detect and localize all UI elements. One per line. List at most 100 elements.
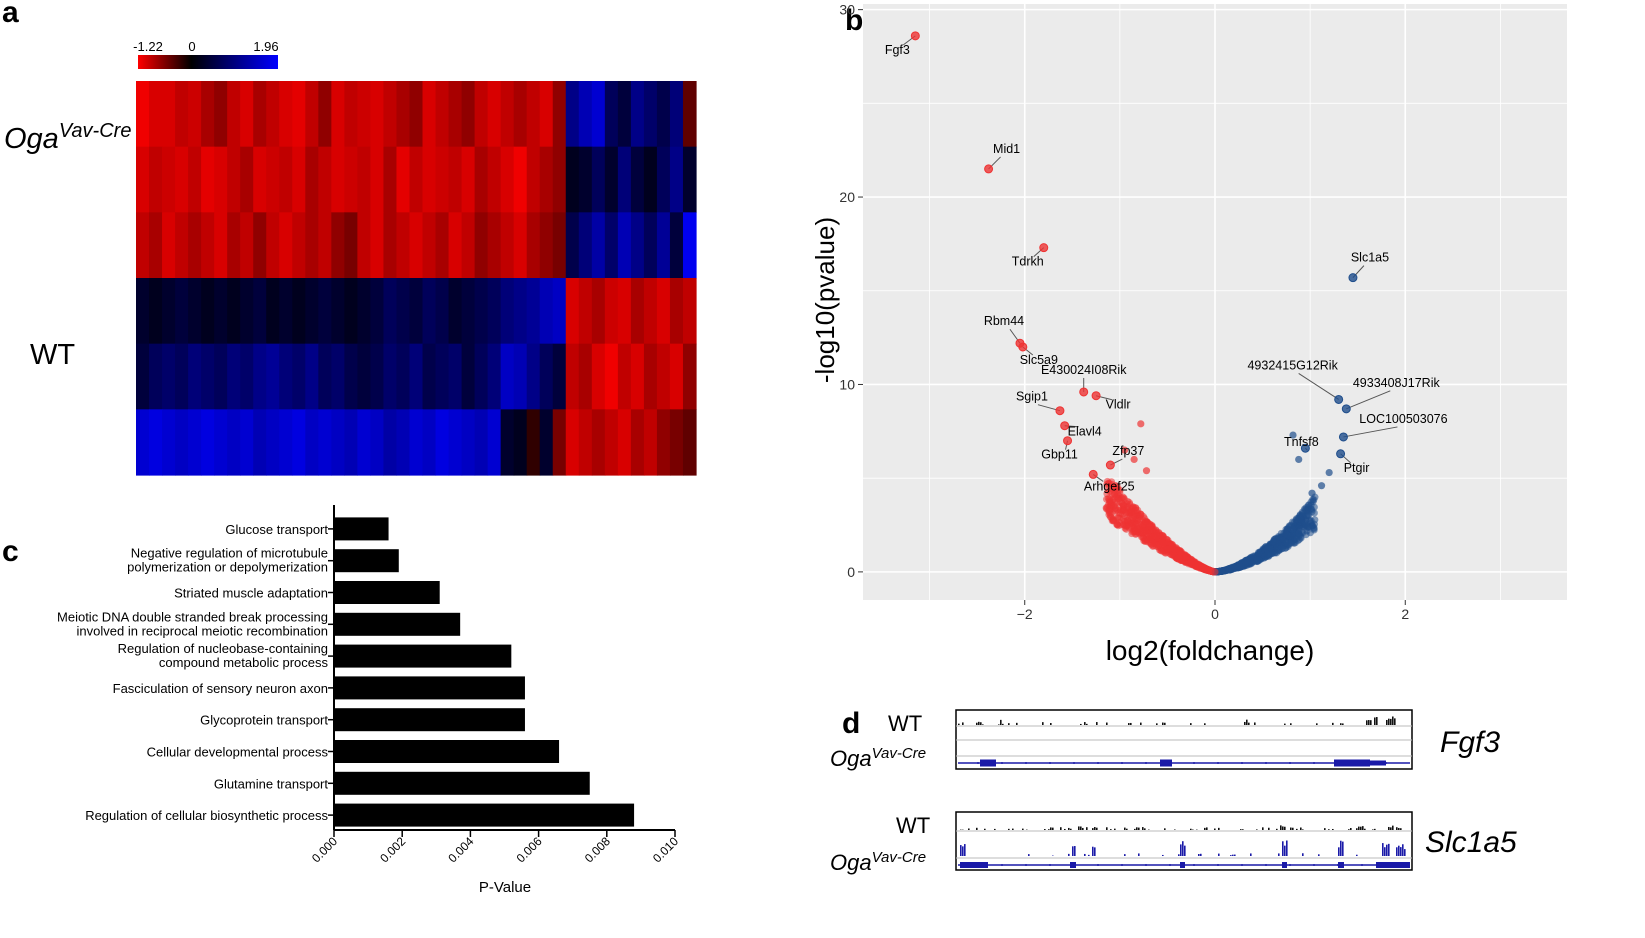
- heatmap-cell: [357, 278, 372, 345]
- volcano-point: [1289, 525, 1297, 533]
- volcano-point: [1297, 512, 1306, 520]
- coverage-bar: [1250, 853, 1252, 856]
- heatmap-cell: [682, 278, 697, 345]
- heatmap-cell: [409, 146, 424, 213]
- heatmap-cell: [435, 212, 450, 279]
- coverage-bar: [1016, 722, 1018, 725]
- coverage-bar: [1342, 841, 1344, 856]
- heatmap-cell: [162, 212, 176, 279]
- heatmap: -1.22 0 1.96 OgaVav-Cre WT: [4, 39, 697, 476]
- coverage-bar: [1140, 722, 1142, 725]
- volcano-point-label: Gbp11: [1041, 448, 1078, 462]
- coverage-bar: [1124, 854, 1126, 856]
- gene-strand-marker: [1073, 762, 1075, 764]
- heatmap-cell: [331, 278, 345, 345]
- heatmap-cell: [162, 409, 176, 476]
- heatmap-cell: [487, 212, 502, 279]
- volcano-labeled-point: [1018, 342, 1028, 352]
- heatmap-cell: [630, 409, 645, 476]
- volcano-point-label: Mid1: [993, 142, 1020, 156]
- coverage-bar: [994, 828, 996, 830]
- heatmap-cell: [578, 146, 593, 213]
- volcano-labeled-point: [1338, 432, 1348, 442]
- coverage-bar: [1316, 723, 1318, 725]
- heatmap-cell: [370, 146, 385, 213]
- gene-strand-marker: [1313, 864, 1315, 866]
- volcano-point: [1247, 554, 1255, 562]
- gene-exon: [1180, 862, 1185, 868]
- coverage-bar: [1370, 720, 1372, 725]
- heatmap-cell: [279, 81, 293, 148]
- heatmap-cell: [227, 146, 241, 213]
- gene-strand-marker: [1169, 864, 1171, 866]
- heatmap-cell: [656, 212, 671, 279]
- bar-x-tick-label: 0.000: [309, 834, 340, 865]
- heatmap-cell: [149, 146, 163, 213]
- heatmap-cell: [578, 81, 593, 148]
- coverage-bar: [1138, 827, 1140, 830]
- volcano-point: [1121, 446, 1129, 454]
- heatmap-cell: [331, 81, 345, 148]
- coverage-bar: [1086, 827, 1088, 830]
- volcano-point: [1152, 527, 1160, 535]
- heatmap-cell: [552, 81, 567, 148]
- heatmap-cell: [617, 212, 632, 279]
- coverage-bar: [1232, 854, 1234, 856]
- heatmap-cell: [305, 343, 319, 410]
- volcano-point: [1289, 431, 1297, 439]
- coverage-bar: [1092, 828, 1094, 830]
- coverage-bar: [1262, 827, 1264, 830]
- coverage-bar: [1340, 723, 1342, 725]
- gene-strand-marker: [1145, 762, 1147, 764]
- heatmap-cell: [149, 278, 163, 345]
- coverage-bar: [1290, 723, 1292, 725]
- heatmap-cell: [578, 278, 593, 345]
- heatmap-cell: [266, 146, 280, 213]
- coverage-bar: [1190, 828, 1192, 830]
- coverage-bar: [998, 724, 1000, 725]
- heatmap-cell: [604, 343, 619, 410]
- coverage-bar: [978, 721, 980, 725]
- coverage-bar: [1080, 826, 1082, 830]
- coverage-bar: [1072, 846, 1074, 856]
- volcano-point: [1175, 554, 1183, 562]
- heatmap-cell: [227, 409, 241, 476]
- heatmap-cell: [253, 409, 267, 476]
- coverage-bar: [1356, 828, 1358, 830]
- bar: [334, 676, 525, 700]
- coverage-bar: [1164, 722, 1166, 725]
- volcano-point: [1187, 558, 1195, 566]
- coverage-bar: [1286, 840, 1288, 856]
- coverage-bar: [1042, 722, 1044, 725]
- coverage-bar: [1078, 826, 1080, 830]
- volcano-point: [1134, 506, 1142, 514]
- volcano-point: [1295, 529, 1303, 537]
- coverage-bar: [980, 722, 982, 725]
- heatmap-cell: [539, 81, 554, 148]
- coverage-bar: [1138, 853, 1140, 856]
- coverage-bar: [1206, 827, 1208, 830]
- heatmap-cell: [565, 409, 580, 476]
- scale-mid-label: 0: [188, 39, 195, 54]
- gene-strand-marker: [1097, 864, 1099, 866]
- coverage-bar: [1050, 723, 1052, 725]
- volcano-point: [1159, 532, 1167, 540]
- volcano-point-label: Rbm44: [984, 314, 1024, 328]
- volcano-point-label: Slc5a9: [1020, 353, 1058, 367]
- coverage-bar: [1022, 828, 1024, 830]
- volcano-point: [1211, 568, 1219, 576]
- coverage-bar: [1386, 844, 1388, 856]
- heatmap-cell: [240, 278, 254, 345]
- coverage-bar: [1302, 829, 1304, 830]
- heatmap-cell: [175, 212, 189, 279]
- volcano-labeled-point: [1091, 391, 1101, 401]
- volcano-labeled-point: [1063, 436, 1073, 446]
- coverage-bar: [1388, 826, 1390, 830]
- heatmap-cell: [175, 278, 189, 345]
- volcano-point: [1164, 545, 1172, 553]
- heatmap-cell: [630, 146, 645, 213]
- heatmap-cell: [448, 146, 463, 213]
- heatmap-cell: [448, 212, 463, 279]
- heatmap-cell: [266, 278, 280, 345]
